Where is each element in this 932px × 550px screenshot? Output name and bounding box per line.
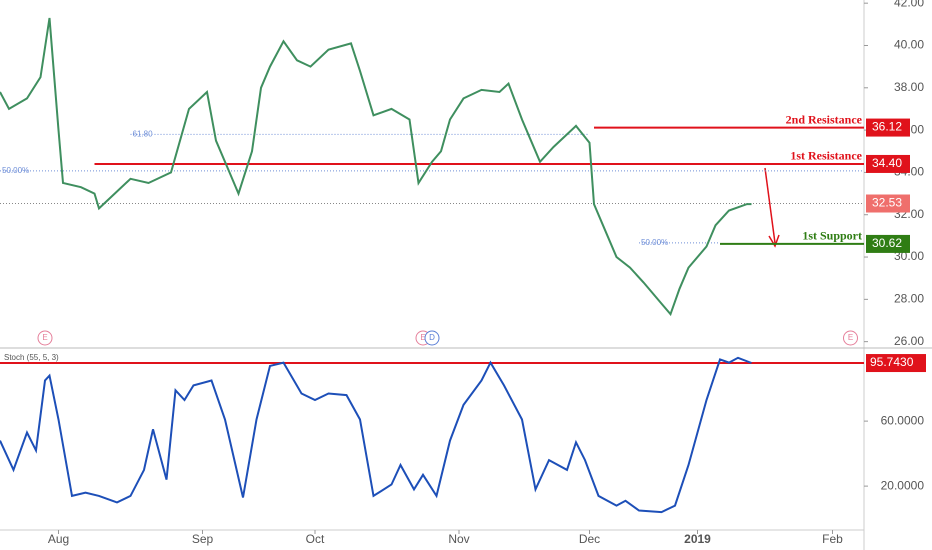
x-tick-label: Oct [306, 532, 325, 546]
fib-label: 61.80 [133, 129, 154, 138]
y-tick-label: 60.0000 [881, 413, 925, 427]
fib-label: 50.00% [641, 238, 668, 247]
event-marker [843, 330, 858, 346]
event-label: E [42, 333, 47, 342]
x-tick-label: Aug [48, 532, 69, 546]
level-name: 1st Support [802, 229, 862, 243]
event-label: E [420, 333, 425, 342]
y-tick-label: 38.00 [894, 80, 924, 94]
level-box [866, 234, 910, 253]
level-name: 2nd Resistance [786, 112, 863, 126]
x-tick-label: 2019 [684, 532, 711, 546]
event-label: D [429, 333, 435, 342]
y-tick-label: 28.00 [894, 292, 924, 306]
level-name: 1st Resistance [790, 149, 862, 163]
arrow-head [768, 234, 780, 248]
last-value-box [866, 354, 926, 373]
x-tick-label: Nov [448, 532, 469, 546]
y-tick-label: 40.00 [894, 38, 924, 52]
stoch-title: Stoch (55, 5, 3) [4, 353, 59, 362]
level-value-label: 34.40 [872, 156, 902, 170]
y-tick-label: 26.00 [894, 334, 924, 348]
event-marker [37, 330, 53, 346]
last-price-box [866, 194, 910, 213]
event-marker [424, 330, 440, 346]
series-line [0, 17, 752, 317]
y-tick-label: 42.00 [894, 0, 924, 9]
last-value-label: 95.7430 [870, 355, 914, 369]
level-value-label: 36.12 [872, 120, 902, 134]
last-price-label: 32.53 [872, 196, 902, 210]
arrow [764, 167, 776, 244]
x-tick-label: Dec [579, 532, 600, 546]
event-label: E [848, 333, 853, 342]
level-value-label: 30.62 [872, 236, 902, 250]
level-box [866, 118, 910, 137]
x-tick-label: Sep [192, 532, 214, 546]
series-line [0, 356, 752, 514]
level-box [866, 154, 910, 173]
x-tick-label: Feb [822, 532, 843, 546]
y-tick-label: 20.0000 [881, 478, 925, 492]
fib-label: 50.00% [2, 166, 29, 175]
